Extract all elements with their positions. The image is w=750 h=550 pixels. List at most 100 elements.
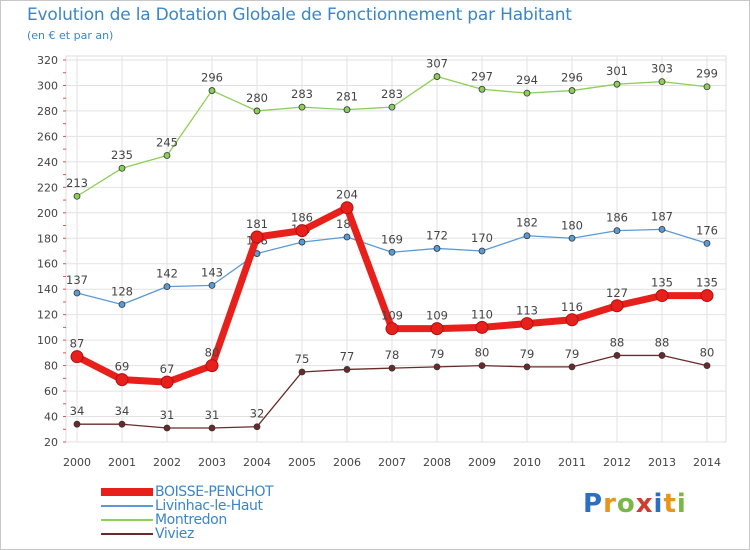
data-point bbox=[388, 364, 396, 372]
y-tick-label: 120 bbox=[37, 309, 58, 322]
data-label: 245 bbox=[156, 136, 178, 150]
data-label: 297 bbox=[471, 69, 493, 83]
data-point bbox=[253, 107, 261, 115]
data-label: 116 bbox=[561, 300, 583, 314]
legend-label: Viviez bbox=[155, 526, 194, 542]
chart-title: Evolution de la Dotation Globale de Fonc… bbox=[27, 5, 572, 25]
data-label: 79 bbox=[430, 347, 445, 361]
data-label: 213 bbox=[66, 176, 88, 190]
y-tick-label: 100 bbox=[37, 334, 58, 347]
data-point bbox=[523, 363, 531, 371]
y-tick-label: 180 bbox=[37, 232, 58, 245]
data-label: 128 bbox=[111, 284, 133, 298]
data-label: 32 bbox=[250, 407, 265, 421]
data-point bbox=[568, 234, 576, 242]
chart-subtitle: (en € et par an) bbox=[27, 29, 114, 42]
data-label: 87 bbox=[70, 337, 85, 351]
legend-item: Livinhac-le-Haut bbox=[101, 498, 361, 514]
data-label: 296 bbox=[201, 71, 223, 85]
y-tick-label: 280 bbox=[37, 105, 58, 118]
data-label: 181 bbox=[246, 217, 268, 231]
y-tick-label: 260 bbox=[37, 130, 58, 143]
data-label: 142 bbox=[156, 267, 178, 281]
y-tick-label: 200 bbox=[37, 207, 58, 220]
logo-letter: P bbox=[583, 489, 604, 519]
x-tick-label: 2000 bbox=[63, 456, 91, 469]
data-point bbox=[610, 299, 624, 313]
data-label: 113 bbox=[516, 304, 538, 318]
data-point bbox=[613, 227, 621, 235]
legend-item: BOISSE-PENCHOT bbox=[101, 484, 361, 500]
data-point bbox=[298, 103, 306, 111]
data-label: 176 bbox=[696, 223, 718, 237]
data-label: 169 bbox=[381, 232, 403, 246]
data-label: 88 bbox=[655, 335, 670, 349]
legend-swatch bbox=[101, 533, 153, 535]
data-point bbox=[298, 368, 306, 376]
y-tick-label: 320 bbox=[37, 54, 58, 67]
data-point bbox=[565, 313, 579, 327]
data-label: 135 bbox=[696, 276, 718, 290]
data-point bbox=[73, 420, 81, 428]
data-label: 283 bbox=[381, 87, 403, 101]
data-label: 135 bbox=[651, 276, 673, 290]
data-label: 109 bbox=[426, 309, 448, 323]
legend-label: BOISSE-PENCHOT bbox=[155, 484, 274, 500]
data-label: 69 bbox=[115, 360, 130, 374]
data-point bbox=[298, 238, 306, 246]
legend-item: Viviez bbox=[101, 526, 361, 542]
x-tick-label: 2014 bbox=[693, 456, 721, 469]
data-point bbox=[253, 423, 261, 431]
logo-letter: x bbox=[635, 489, 654, 519]
data-point bbox=[340, 201, 354, 215]
data-label: 143 bbox=[201, 265, 223, 279]
data-label: 80 bbox=[700, 346, 715, 360]
data-point bbox=[520, 317, 534, 331]
data-label: 172 bbox=[426, 228, 448, 242]
y-tick-label: 220 bbox=[37, 181, 58, 194]
data-point bbox=[163, 152, 171, 159]
y-tick-label: 160 bbox=[37, 258, 58, 271]
data-point bbox=[385, 322, 399, 336]
x-tick-label: 2010 bbox=[513, 456, 541, 469]
data-label: 301 bbox=[606, 64, 628, 78]
data-label: 67 bbox=[160, 362, 175, 376]
data-label: 294 bbox=[516, 73, 538, 87]
data-point bbox=[343, 106, 351, 114]
data-point bbox=[433, 363, 441, 371]
data-point bbox=[115, 373, 129, 387]
data-point bbox=[613, 352, 621, 359]
data-label: 235 bbox=[111, 148, 133, 162]
data-point bbox=[73, 192, 81, 200]
proxiti-logo: Proxiti bbox=[583, 489, 687, 519]
data-point bbox=[478, 85, 486, 93]
data-label: 180 bbox=[561, 218, 583, 232]
y-tick-label: 300 bbox=[37, 79, 58, 92]
x-tick-label: 2005 bbox=[288, 456, 316, 469]
x-tick-label: 2006 bbox=[333, 456, 361, 469]
y-tick-label: 20 bbox=[44, 436, 58, 449]
data-label: 79 bbox=[565, 347, 580, 361]
logo-letter: r bbox=[603, 489, 617, 519]
data-label: 78 bbox=[385, 348, 400, 362]
data-point bbox=[208, 87, 216, 94]
data-point bbox=[70, 350, 84, 364]
logo-letter: t bbox=[663, 489, 677, 519]
data-point bbox=[250, 230, 264, 244]
x-tick-label: 2007 bbox=[378, 456, 406, 469]
y-tick-label: 40 bbox=[44, 411, 58, 424]
data-point bbox=[433, 245, 441, 252]
data-label: 80 bbox=[205, 346, 220, 360]
data-point bbox=[388, 103, 396, 111]
data-label: 299 bbox=[696, 67, 718, 81]
data-label: 296 bbox=[561, 71, 583, 85]
logo-letter: o bbox=[616, 489, 636, 519]
data-label: 75 bbox=[295, 352, 310, 366]
data-label: 307 bbox=[426, 57, 448, 71]
legend-label: Montredon bbox=[155, 512, 227, 528]
data-point bbox=[568, 87, 576, 94]
data-point bbox=[295, 224, 309, 238]
data-point bbox=[655, 289, 669, 303]
data-point bbox=[703, 362, 711, 370]
data-point bbox=[163, 424, 171, 432]
